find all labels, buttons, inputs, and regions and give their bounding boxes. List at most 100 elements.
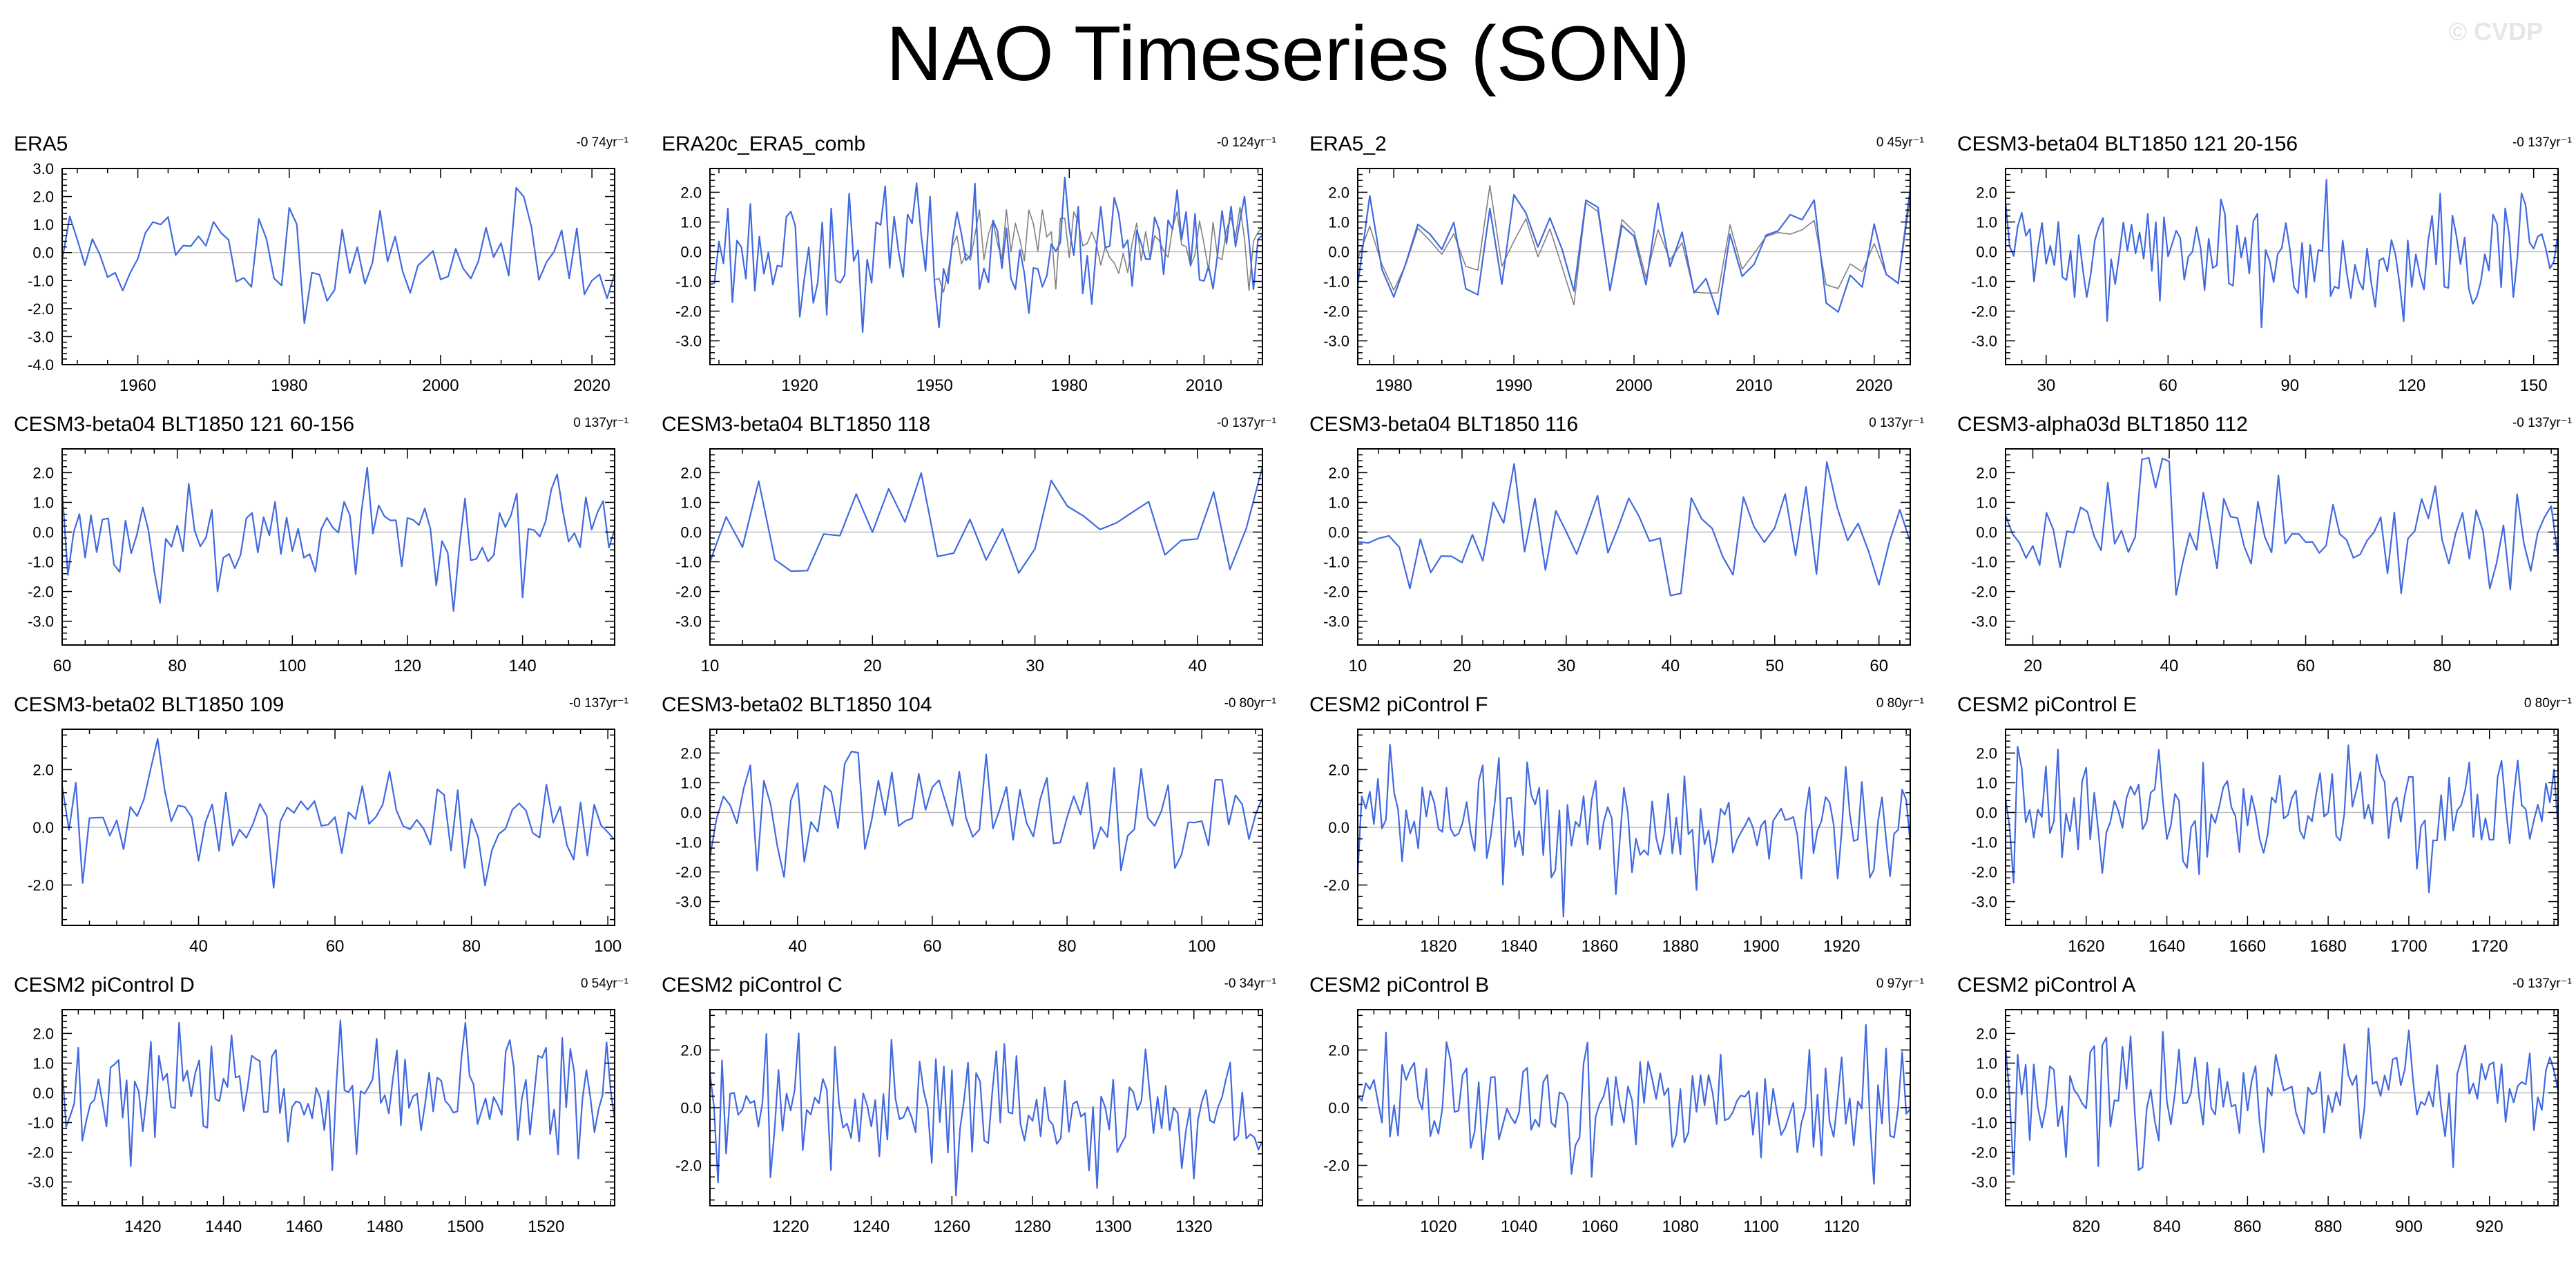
chart-panel: CESM2 piControl A -0 137yr⁻¹ 2.0 1.0 0.0 -1.0… [1957, 971, 2572, 1261]
y-tick-label: -3.0 [675, 894, 702, 911]
y-tick-label: -2.0 [28, 300, 54, 318]
timeseries-plot: 2.0 1.0 0.0 -1.0 -2.0 -3.0 1980 1990 2000 2010 202… [1323, 168, 1912, 395]
y-tick-label: 0.0 [1328, 1099, 1349, 1117]
x-tick-label: 30 [2037, 376, 2055, 395]
x-tick-label: 40 [788, 937, 807, 956]
y-tick-label: 0.0 [1976, 1084, 1997, 1101]
y-tick-label: -2.0 [1971, 1144, 1997, 1162]
y-tick-label: -1.0 [1323, 273, 1349, 291]
y-tick-label: 2.0 [680, 464, 702, 481]
y-tick-label: 0.0 [32, 819, 54, 836]
trend-label: 0 80yr⁻¹ [2524, 696, 2572, 711]
panel-title: CESM2 piControl A [1957, 974, 2136, 997]
x-tick-label: 820 [2073, 1217, 2100, 1236]
chart-panel: CESM2 piControl F 0 80yr⁻¹ 2.0 0.0 -2.0 1820 1… [1309, 691, 1924, 981]
chart-panel: CESM3-beta04 BLT1850 116 0 137yr⁻¹ 2.0 1.0 0… [1309, 410, 1924, 700]
x-tick-label: 1900 [1742, 937, 1779, 956]
x-tick-label: 1660 [2229, 937, 2266, 956]
y-tick-label: -2.0 [1971, 864, 1997, 881]
y-tick-label: 2.0 [1976, 184, 1997, 201]
x-tick-label: 30 [1557, 657, 1576, 675]
y-tick-label: -1.0 [675, 273, 702, 291]
y-tick-label: -1.0 [28, 272, 54, 289]
y-tick-label: -3.0 [28, 328, 54, 345]
y-tick-label: 2.0 [1328, 184, 1349, 201]
nao-series-line [61, 186, 616, 325]
trend-label: 0 137yr⁻¹ [1869, 416, 1924, 430]
y-tick-label: -1.0 [1971, 554, 1997, 571]
x-tick-label: 100 [278, 657, 306, 675]
plot-frame [1357, 168, 1911, 365]
y-tick-label: 0.0 [32, 1084, 54, 1101]
x-tick-label: 1840 [1501, 937, 1537, 956]
x-tick-label: 80 [1058, 937, 1077, 956]
nao-series-line [709, 1032, 1263, 1197]
timeseries-plot: 2.0 0.0 -2.0 1020 1040 1060 1080 1100 1120 [1323, 1009, 1911, 1236]
x-tick-label: 2020 [573, 376, 610, 395]
y-tick-label: 1.0 [1328, 494, 1349, 511]
x-tick-label: 1860 [1582, 937, 1618, 956]
y-tick-label: -2.0 [28, 877, 54, 894]
panel-title: ERA5_2 [1309, 133, 1387, 155]
y-tick-label: -1.0 [675, 554, 702, 571]
trend-label: -0 137yr⁻¹ [568, 696, 628, 711]
x-tick-label: 840 [2153, 1217, 2181, 1236]
y-tick-label: 2.0 [32, 464, 54, 481]
x-tick-label: 80 [462, 937, 481, 956]
nao-series-line [709, 466, 1264, 574]
y-tick-label: -2.0 [675, 584, 702, 601]
x-tick-label: 20 [863, 657, 882, 675]
y-tick-label: -3.0 [1971, 333, 1997, 350]
x-tick-label: 100 [594, 937, 622, 956]
y-tick-label: -3.0 [675, 613, 702, 630]
y-tick-label: 0.0 [32, 523, 54, 541]
panel-title: CESM3-beta02 BLT1850 109 [14, 693, 285, 716]
plot-frame [2005, 729, 2559, 926]
panel-title: CESM2 piControl D [14, 974, 195, 997]
x-tick-label: 920 [2476, 1217, 2503, 1236]
x-tick-label: 40 [2160, 657, 2179, 675]
nao-series-line [1357, 461, 1912, 597]
x-tick-label: 880 [2314, 1217, 2342, 1236]
y-tick-label: 2.0 [680, 744, 702, 762]
nao-series-line [1356, 188, 1912, 316]
nao-series-line [709, 176, 1263, 334]
panel-title: CESM3-alpha03d BLT1850 112 [1957, 413, 2248, 436]
y-tick-label: -1.0 [1323, 554, 1349, 571]
plot-frame [1357, 448, 1911, 646]
y-tick-label: -3.0 [1971, 1174, 1997, 1191]
panel-title: CESM2 piControl B [1309, 974, 1490, 997]
trend-label: 0 137yr⁻¹ [573, 416, 628, 430]
y-tick-label: 1.0 [1976, 774, 1997, 791]
watermark: © CVDP [2448, 17, 2543, 46]
panel-title: ERA20c_ERA5_comb [662, 133, 866, 155]
x-tick-label: 2020 [1856, 376, 1892, 395]
timeseries-plot: 2.0 1.0 0.0 -1.0 -2.0 -3.0 1920 1950 1980 2010 [675, 168, 1263, 395]
y-tick-label: 2.0 [32, 189, 54, 206]
x-tick-label: 1020 [1420, 1217, 1457, 1236]
x-tick-label: 1820 [1420, 937, 1457, 956]
y-tick-label: 1.0 [32, 1055, 54, 1072]
page-title: NAO Timeseries (SON) [886, 10, 1690, 97]
panel-title: CESM3-beta04 BLT1850 116 [1309, 413, 1579, 436]
y-tick-label: -2.0 [28, 584, 54, 601]
plot-frame [709, 448, 1263, 646]
x-tick-label: 1990 [1495, 376, 1532, 395]
y-tick-label: 0.0 [1328, 243, 1349, 260]
x-tick-label: 90 [2280, 376, 2299, 395]
x-tick-label: 1060 [1582, 1217, 1618, 1236]
nao-series-line [61, 1019, 616, 1171]
y-tick-label: 0.0 [680, 804, 702, 821]
y-tick-label: -2.0 [675, 864, 702, 881]
y-tick-label: -2.0 [675, 1157, 702, 1175]
trend-label: -0 137yr⁻¹ [2512, 416, 2572, 430]
y-tick-label: 2.0 [1328, 761, 1349, 778]
x-tick-label: 1980 [271, 376, 307, 395]
x-tick-label: 60 [326, 937, 345, 956]
x-tick-label: 150 [2520, 376, 2548, 395]
timeseries-plot: 2.0 1.0 0.0 -1.0 -2.0 -3.0 820 840 860 880 900 920 [1971, 1009, 2559, 1236]
x-tick-label: 2000 [1615, 376, 1652, 395]
chart-panel: CESM3-beta04 BLT1850 118 -0 137yr⁻¹ 2.0 1.0… [662, 410, 1276, 700]
plot-frame [709, 168, 1263, 365]
y-tick-label: 0.0 [1328, 819, 1349, 836]
